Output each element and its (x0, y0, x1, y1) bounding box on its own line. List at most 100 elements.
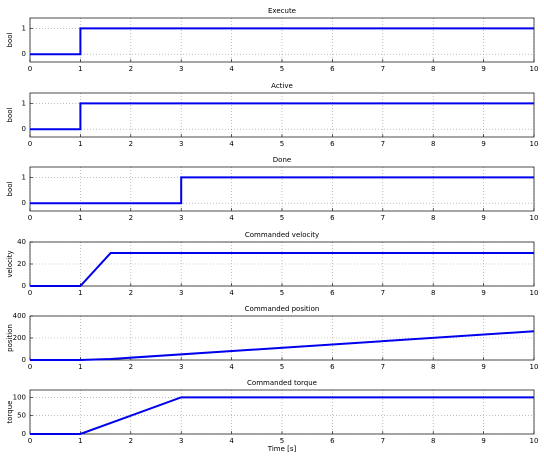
y-tick-label: 200 (13, 334, 26, 342)
x-tick-label: 1 (78, 65, 82, 73)
x-tick-label: 5 (280, 214, 284, 222)
x-tick-label: 7 (381, 65, 385, 73)
data-line (30, 27, 534, 56)
x-tick-label: 9 (481, 65, 485, 73)
x-tick-label: 6 (330, 140, 335, 148)
y-tick-label: 0 (22, 430, 26, 438)
x-tick-label: 0 (28, 214, 32, 222)
x-tick-label: 3 (179, 65, 183, 73)
y-tick-label: 0 (22, 199, 26, 207)
x-tick-label: 0 (28, 363, 32, 371)
x-tick-label: 10 (530, 363, 539, 371)
x-tick-label: 10 (530, 65, 539, 73)
x-tick-label: 1 (78, 363, 82, 371)
x-tick-label: 3 (179, 289, 183, 297)
y-tick-label: 400 (13, 312, 26, 320)
x-tick-label: 1 (78, 437, 82, 445)
chart-title: Commanded velocity (245, 231, 319, 239)
x-tick-label: 3 (179, 363, 183, 371)
x-tick-label: 7 (381, 214, 385, 222)
x-tick-label: 6 (330, 363, 335, 371)
x-tick-label: 3 (179, 214, 183, 222)
x-tick-label: 9 (481, 437, 485, 445)
y-axis-label: bool (6, 181, 14, 196)
y-tick-label: 20 (17, 260, 26, 268)
x-tick-label: 7 (381, 363, 385, 371)
x-tick-label: 10 (530, 289, 539, 297)
chart-title: Active (271, 82, 293, 90)
y-tick-label: 0 (22, 282, 26, 290)
chart-title: Done (273, 156, 291, 164)
x-tick-label: 2 (129, 214, 133, 222)
x-tick-label: 2 (129, 437, 133, 445)
x-tick-label: 1 (78, 214, 82, 222)
axes-box (29, 315, 535, 361)
axes-box (29, 92, 535, 138)
y-axis-label: velocity (6, 250, 14, 277)
x-tick-label: 8 (431, 289, 435, 297)
x-tick-label: 7 (381, 289, 385, 297)
x-tick-label: 4 (229, 437, 234, 445)
x-tick-label: 4 (229, 363, 234, 371)
data-line (30, 102, 534, 131)
y-axis-label: bool (6, 32, 14, 47)
y-axis-label: bool (6, 107, 14, 122)
x-tick-label: 2 (129, 289, 133, 297)
axes-box (29, 166, 535, 212)
x-tick-label: 1 (78, 140, 82, 148)
data-line (30, 330, 535, 361)
x-tick-label: 8 (431, 363, 435, 371)
x-tick-label: 10 (530, 214, 539, 222)
y-tick-label: 50 (17, 412, 26, 420)
x-tick-label: 7 (381, 140, 385, 148)
y-tick-label: 0 (22, 356, 26, 364)
y-tick-label: 0 (22, 125, 26, 133)
x-tick-label: 10 (530, 140, 539, 148)
x-tick-label: 8 (431, 214, 435, 222)
x-tick-label: 6 (330, 289, 335, 297)
x-tick-label: 4 (229, 289, 234, 297)
x-tick-label: 5 (280, 140, 284, 148)
y-axis-label: torque (6, 401, 14, 424)
y-tick-label: 1 (22, 173, 26, 181)
axes-box (29, 241, 535, 287)
x-tick-label: 4 (229, 65, 234, 73)
axes-box (29, 389, 535, 435)
data-line (30, 396, 534, 435)
x-tick-label: 9 (481, 140, 485, 148)
x-tick-label: 1 (78, 289, 82, 297)
x-tick-label: 9 (481, 214, 485, 222)
y-tick-label: 0 (22, 50, 26, 58)
y-tick-label: 1 (22, 99, 26, 107)
x-tick-label: 5 (280, 65, 284, 73)
y-tick-label: 40 (17, 238, 26, 246)
data-line (30, 252, 534, 287)
y-tick-label: 100 (13, 393, 26, 401)
x-tick-label: 9 (481, 289, 485, 297)
x-tick-label: 2 (129, 140, 133, 148)
x-tick-label: 5 (280, 363, 284, 371)
x-tick-label: 9 (481, 363, 485, 371)
y-axis-label: position (6, 324, 14, 352)
axes-box (29, 17, 535, 63)
x-tick-label: 6 (330, 65, 335, 73)
x-tick-label: 5 (280, 289, 284, 297)
x-tick-label: 8 (431, 65, 435, 73)
x-tick-label: 6 (330, 214, 335, 222)
data-line (30, 176, 534, 205)
chart-title: Commanded position (245, 305, 320, 313)
x-tick-label: 4 (229, 214, 234, 222)
chart-title: Execute (268, 7, 296, 15)
x-tick-label: 10 (530, 437, 539, 445)
x-tick-label: 6 (330, 437, 335, 445)
x-tick-label: 3 (179, 140, 183, 148)
chart-title: Commanded torque (247, 379, 317, 387)
x-tick-label: 4 (229, 140, 234, 148)
x-tick-label: 8 (431, 437, 435, 445)
x-tick-label: 2 (129, 65, 133, 73)
x-tick-label: 3 (179, 437, 183, 445)
x-tick-label: 5 (280, 437, 284, 445)
x-tick-label: 0 (28, 289, 32, 297)
x-tick-label: 7 (381, 437, 385, 445)
